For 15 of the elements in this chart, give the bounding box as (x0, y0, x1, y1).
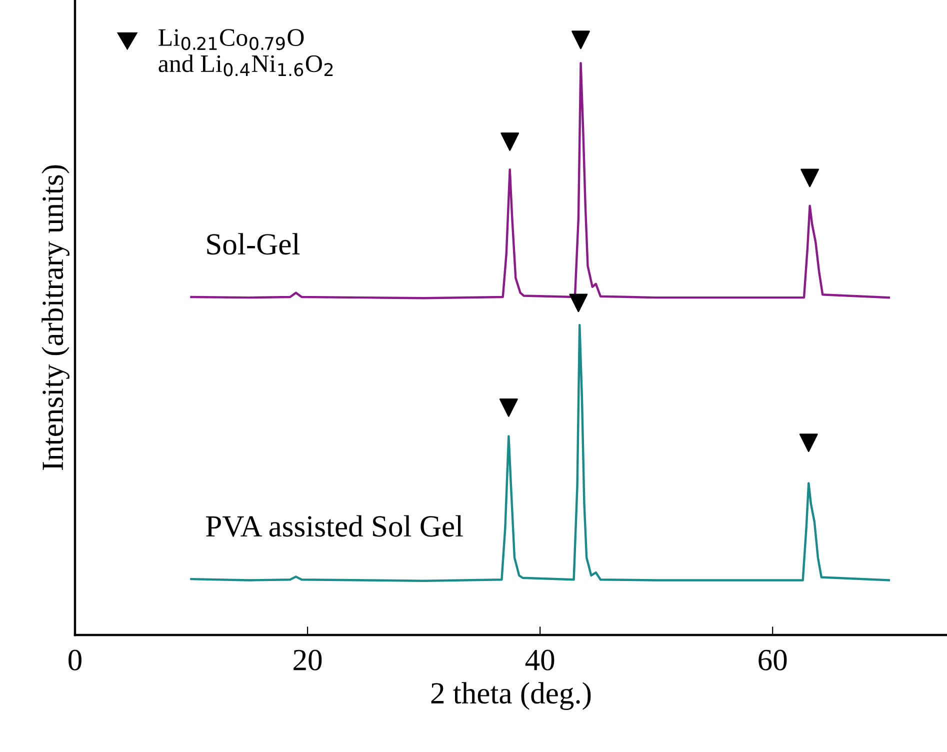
x-tick-label: 60 (758, 650, 787, 670)
point (569, 294, 588, 312)
y-axis-title: Intensity (arbitrary units) (42, 165, 70, 470)
point (500, 132, 520, 151)
point (799, 434, 818, 452)
series-label: Sol-Gel (207, 233, 300, 255)
x-axis-title: 2 theta (deg.) (431, 682, 591, 710)
point (572, 30, 590, 50)
point (499, 398, 518, 417)
x-tick-label: 20 (294, 650, 322, 670)
x-tick-label: 40 (525, 650, 554, 670)
point (800, 168, 820, 188)
text: Li$_{0.21}$Co$_{0.79}$O and Li$_{0.4}$Ni$_{1.6}$O$_{2}$ (158, 29, 333, 76)
series-label: PVA assisted Sol Gel (206, 515, 463, 537)
x-tick-label: 0 (68, 650, 82, 670)
